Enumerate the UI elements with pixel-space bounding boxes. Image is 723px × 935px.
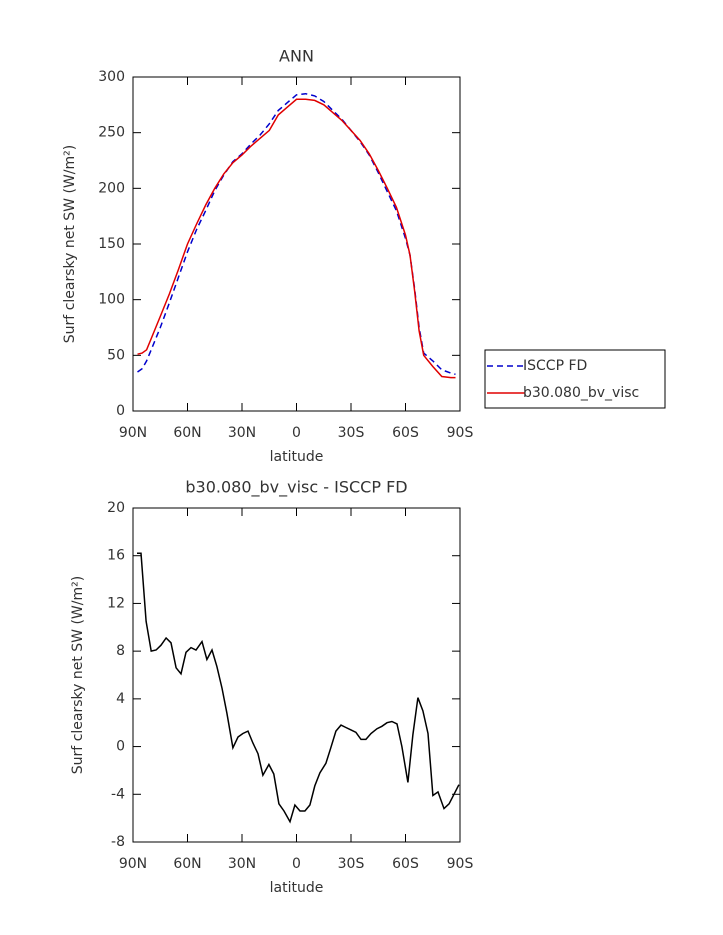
y-tick-label: 0	[116, 739, 125, 755]
series-line	[137, 552, 460, 824]
x-tick-label: 30N	[228, 856, 256, 872]
y-tick-label: 16	[107, 548, 125, 564]
x-tick-label: 60N	[173, 425, 201, 441]
legend-box	[484, 349, 666, 409]
x-tick-label: 60S	[392, 856, 419, 872]
series-line	[137, 92, 456, 376]
x-tick-label: 90N	[119, 856, 147, 872]
plot-frame	[132, 76, 461, 412]
x-axis-label: latitude	[270, 880, 324, 896]
y-axis-label: Surf clearsky net SW (W/m²)	[70, 576, 86, 774]
y-tick-label: 250	[98, 125, 125, 141]
y-tick-label: 8	[116, 643, 125, 659]
series-line	[137, 98, 456, 379]
y-tick-label: 12	[107, 595, 125, 611]
y-tick-label: 100	[98, 292, 125, 308]
y-tick-label: 200	[98, 180, 125, 196]
x-axis-label: latitude	[270, 449, 324, 465]
x-tick-label: 60S	[392, 425, 419, 441]
chart-title: b30.080_bv_visc - ISCCP FD	[185, 478, 407, 498]
x-tick-label: 60N	[173, 856, 201, 872]
y-tick-label: 20	[107, 500, 125, 516]
y-tick-label: 300	[98, 69, 125, 85]
x-tick-label: 30S	[338, 856, 365, 872]
plot-frame	[132, 507, 461, 843]
chart-title: ANN	[279, 47, 314, 66]
y-tick-label: 50	[107, 347, 125, 363]
legend-label: b30.080_bv_visc	[523, 385, 639, 401]
x-tick-label: 30S	[338, 425, 365, 441]
x-tick-label: 30N	[228, 425, 256, 441]
y-tick-label: 0	[116, 403, 125, 419]
x-tick-label: 0	[292, 425, 301, 441]
x-tick-label: 90S	[447, 856, 474, 872]
y-axis-label: Surf clearsky net SW (W/m²)	[62, 145, 78, 343]
y-tick-label: 4	[116, 691, 125, 707]
y-tick-label: 150	[98, 236, 125, 252]
x-tick-label: 0	[292, 856, 301, 872]
y-tick-label: -4	[111, 786, 125, 802]
x-tick-label: 90N	[119, 425, 147, 441]
y-tick-label: -8	[111, 834, 125, 850]
legend-label: ISCCP FD	[523, 358, 587, 374]
x-tick-label: 90S	[447, 425, 474, 441]
